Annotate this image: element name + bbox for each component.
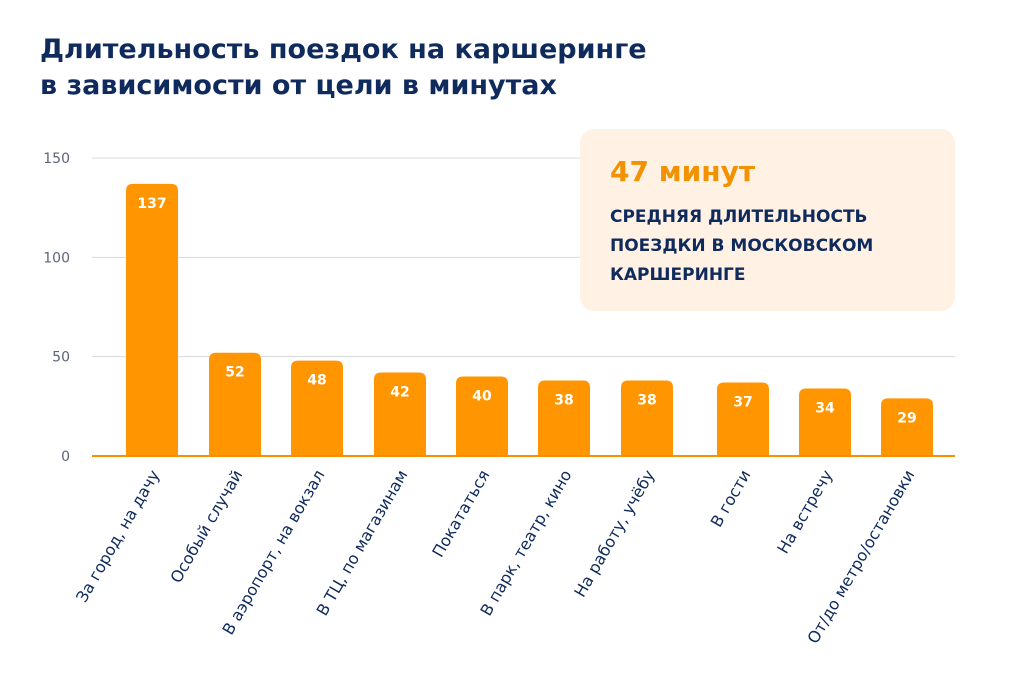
y-tick-label: 100 (43, 250, 70, 266)
callout-text-line-3: КАРШЕРИНГЕ (610, 265, 746, 285)
bar (538, 380, 590, 456)
callout-value: 47 минут (610, 155, 756, 188)
data-label: 40 (472, 389, 492, 405)
data-label: 37 (733, 394, 752, 410)
callout-text-line-1: СРЕДНЯЯ ДЛИТЕЛЬНОСТЬ (610, 207, 868, 227)
data-label: 34 (815, 400, 835, 416)
x-tick-label: Особый случай (166, 467, 246, 587)
data-label: 137 (137, 196, 166, 212)
data-label: 42 (390, 385, 409, 401)
y-tick-label: 0 (61, 449, 70, 465)
chart-title: Длительность поездок на каршеринге в зав… (40, 32, 740, 104)
callout-text: СРЕДНЯЯ ДЛИТЕЛЬНОСТЬ ПОЕЗДКИ В МОСКОВСКО… (610, 203, 940, 290)
bar (209, 352, 261, 456)
bar (717, 382, 769, 456)
x-tick-label: В ТЦ, по магазинам (312, 467, 411, 619)
data-label: 38 (554, 393, 573, 409)
x-tick-label: На встречу (773, 467, 836, 557)
bar (881, 398, 933, 456)
bar (291, 360, 343, 456)
x-tick-label: В парк, театр, кино (476, 467, 575, 620)
data-label: 29 (897, 410, 916, 426)
data-label: 48 (307, 373, 326, 389)
bar (374, 372, 426, 456)
y-tick-label: 50 (52, 350, 70, 366)
x-tick-label: Покататься (428, 467, 493, 561)
bar (456, 376, 508, 456)
y-tick-label: 150 (43, 151, 70, 167)
x-tick-label: В гости (707, 467, 755, 531)
x-tick-label: На работу, учёбу (570, 467, 658, 601)
data-label: 52 (225, 365, 244, 381)
data-label: 38 (637, 393, 656, 409)
average-duration-callout: 47 минут СРЕДНЯЯ ДЛИТЕЛЬНОСТЬ ПОЕЗДКИ В … (580, 129, 955, 311)
bar (126, 183, 178, 456)
callout-text-line-2: ПОЕЗДКИ В МОСКОВСКОМ (610, 236, 874, 256)
chart-title-line-2: в зависимости от цели в минутах (40, 70, 557, 101)
chart-title-line-1: Длительность поездок на каршеринге (40, 34, 647, 65)
bar (799, 388, 851, 456)
x-tick-label: За город, на дачу (72, 467, 163, 606)
bar (621, 380, 673, 456)
